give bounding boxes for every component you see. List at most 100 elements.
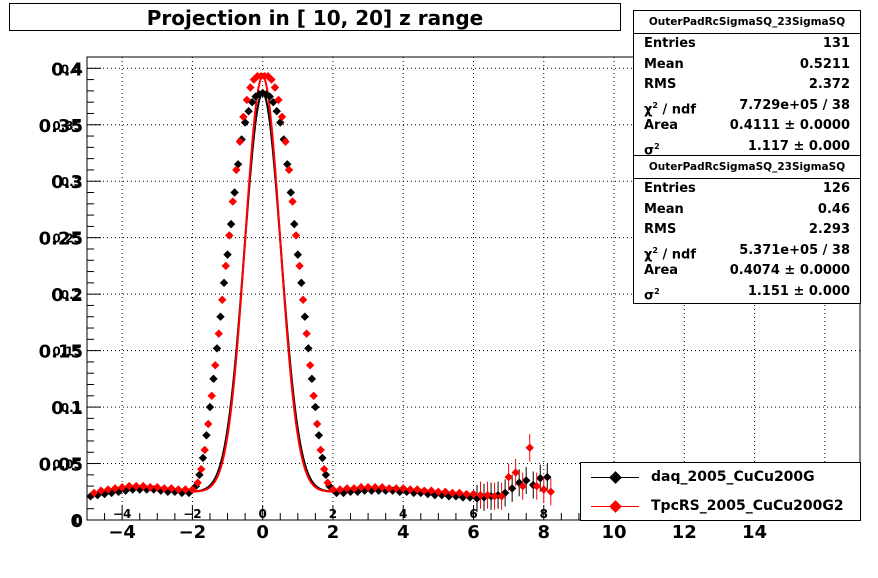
y-tick-label: 0.2 [51,285,83,306]
data-point [406,485,415,494]
data-point [216,312,225,321]
data-point [214,329,223,338]
data-point [427,486,436,495]
data-point [89,488,99,498]
data-point [525,443,534,452]
data-point [274,95,283,105]
data-point [316,445,325,455]
data-point [543,472,552,482]
data-point [448,488,457,498]
data-point [349,484,359,493]
stats-box-2: OuterPadRcSigmaSQ_23SigmaSQ Entries 126 M… [633,155,861,304]
data-point [232,165,241,175]
data-point [309,391,318,400]
data-point [295,261,304,271]
legend: daq_2005_CuCu200G TpcRS_2005_CuCu200G2 [580,462,861,521]
data-point [221,261,230,271]
y-tick-label: 0.25 [39,229,83,250]
data-point [546,487,555,496]
x-tick-label: −2 [179,522,207,543]
data-point [218,295,227,304]
data-point [110,484,120,493]
data-point [205,402,215,412]
data-point [270,83,280,92]
x-tick-label-inner: 6 [469,507,477,521]
data-point [318,453,327,463]
stats-rms-row: RMS 2.372 [644,77,850,93]
chart-title-box: Projection in [ 10, 20] z range [9,3,621,31]
data-point [167,484,176,493]
data-point [514,478,524,487]
x-tick-label-inner: 2 [329,507,337,521]
data-point [223,250,232,259]
x-tick-label: −4 [108,522,136,543]
data-point [297,278,306,288]
y-tick-label-inner: 0.05 [52,458,82,472]
data-point [504,472,513,482]
data-point [377,483,387,492]
y-tick-label-inner: 0.1 [61,401,82,415]
data-point [193,478,202,487]
x-tick-label: 4 [397,522,410,543]
data-point [356,483,366,492]
data-point [284,165,294,175]
x-tick-label: 8 [538,522,551,543]
stats-entries-row: Entries 126 [644,181,850,196]
y-tick-label-inner: 0.25 [52,232,82,246]
data-point [267,75,276,84]
data-point [304,344,313,353]
data-point [225,231,234,240]
data-point [204,419,213,429]
y-tick-label-inner: 0 [74,514,82,528]
data-point [441,487,450,496]
data-point [312,419,322,429]
stats-name: OuterPadRcSigmaSQ_23SigmaSQ [634,11,860,34]
data-point [363,483,373,492]
y-tick-label-inner: 0.4 [61,62,82,76]
data-point [96,486,106,495]
legend-label: daq_2005_CuCu200G [651,469,815,485]
data-point [196,464,206,474]
data-point [207,391,216,400]
x-tick-label: 6 [467,522,480,543]
data-point [277,112,287,122]
data-point [198,453,208,463]
data-point [124,481,134,491]
y-tick-label-inner: 0.35 [52,119,82,133]
data-point [483,490,492,500]
data-point [272,107,281,116]
stats-area-row: Area 0.4074 ± 0.0000 [644,263,850,279]
y-tick-label: 0.3 [51,172,83,193]
data-point [211,361,220,370]
data-point [228,197,238,206]
y-tick-label: 0.35 [39,116,83,137]
y-tick-label: 0.05 [39,455,83,476]
data-point [370,483,380,492]
data-point [328,485,338,494]
fit-curve [185,92,340,493]
x-tick-label: 14 [742,522,767,543]
data-point [476,490,485,500]
legend-marker [609,500,622,513]
data-point [300,312,310,321]
data-point [246,83,255,92]
data-point [235,137,245,146]
data-point [209,374,218,384]
x-tick-label: 12 [672,522,697,543]
data-point [149,485,158,494]
data-point [202,431,211,440]
data-point [413,485,422,494]
data-point [335,485,345,494]
data-point [511,468,520,477]
x-tick-label: 0 [256,522,269,543]
data-point [305,361,315,370]
x-tick-label-inner: 4 [399,507,407,521]
y-tick-label: 0 [70,511,83,532]
data-point [286,188,295,197]
data-point [490,492,499,501]
data-point [290,219,299,229]
axis-ticks [87,67,843,521]
data-point [239,112,248,122]
data-point [434,487,443,496]
stats-sigma2-row: σ2 1.151 ± 0.000 [644,283,850,304]
